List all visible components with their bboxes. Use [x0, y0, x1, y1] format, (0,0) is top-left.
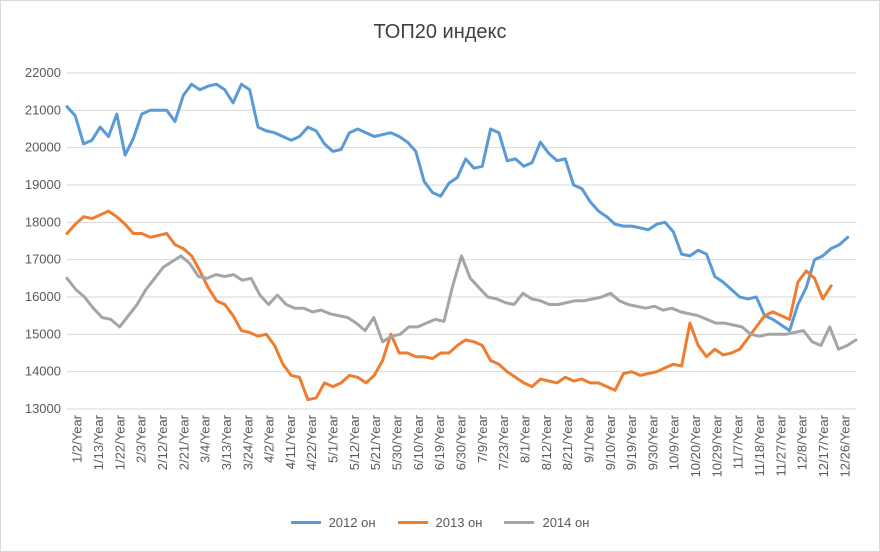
x-tick-label: 6/19/Year [432, 414, 447, 470]
x-tick-label: 3/13/Year [219, 414, 234, 470]
legend-item-2014: 2014 он [504, 515, 589, 530]
x-tick-label: 9/30/Year [645, 414, 660, 470]
x-tick-label: 12/17/Year [816, 414, 831, 477]
x-tick-label: 3/24/Year [240, 414, 255, 470]
x-tick-label: 3/4/Year [198, 414, 213, 463]
legend-swatch-2013 [397, 521, 428, 524]
x-tick-label: 4/22/Year [304, 414, 319, 470]
legend-swatch-2014 [504, 521, 535, 524]
x-tick-label: 5/1/Year [326, 414, 341, 463]
x-tick-label: 10/29/Year [709, 414, 724, 477]
x-tick-label: 8/12/Year [539, 414, 554, 470]
y-tick-label: 14000 [25, 364, 61, 379]
legend-item-2013: 2013 он [397, 515, 483, 530]
legend-label-2013: 2013 он [435, 515, 483, 530]
y-tick-label: 16000 [25, 289, 61, 304]
x-tick-label: 8/1/Year [517, 414, 532, 463]
legend-swatch-2012 [290, 521, 321, 524]
x-tick-label: 10/9/Year [667, 414, 682, 470]
x-tick-label: 4/2/Year [262, 414, 277, 463]
y-tick-label: 18000 [25, 214, 61, 229]
x-tick-label: 5/30/Year [390, 414, 405, 470]
x-tick-label: 6/30/Year [454, 414, 469, 470]
x-tick-label: 11/18/Year [752, 414, 767, 476]
x-tick-label: 12/26/Year [837, 414, 852, 477]
x-tick-label: 2/21/Year [176, 414, 191, 470]
x-tick-label: 1/13/Year [91, 414, 106, 470]
legend: 2012 он 2013 он 2014 он [1, 515, 879, 530]
y-tick-label: 17000 [25, 252, 61, 267]
series-line-2 [65, 254, 858, 351]
x-tick-label: 6/10/Year [411, 414, 426, 470]
x-tick-label: 9/10/Year [603, 414, 618, 470]
x-tick-label: 12/8/Year [795, 414, 810, 470]
chart-title: ТОП20 индекс [373, 21, 507, 43]
x-tick-label: 1/2/Year [70, 414, 85, 463]
y-tick-label: 19000 [25, 177, 61, 192]
legend-label-2012: 2012 он [328, 515, 376, 530]
legend-item-2012: 2012 он [290, 515, 376, 530]
y-tick-label: 15000 [25, 326, 61, 341]
legend-label-2014: 2014 он [542, 515, 590, 530]
x-tick-label: 7/23/Year [496, 414, 511, 470]
x-tick-label: 10/20/Year [688, 414, 703, 477]
x-tick-label: 5/12/Year [347, 414, 362, 470]
y-tick-label: 21000 [25, 102, 61, 117]
x-tick-label: 8/21/Year [560, 414, 575, 470]
x-tick-label: 2/12/Year [155, 414, 170, 470]
x-tick-label: 2/3/Year [134, 414, 149, 463]
x-tick-label: 9/19/Year [624, 414, 639, 470]
x-tick-label: 4/11/Year [283, 414, 298, 469]
x-tick-label: 11/7/Year [731, 414, 746, 469]
y-tick-label: 22000 [25, 65, 61, 80]
y-tick-label: 20000 [25, 140, 61, 155]
series-line-1 [65, 209, 833, 402]
series-line-0 [65, 82, 850, 333]
x-tick-label: 9/1/Year [581, 414, 596, 463]
x-tick-label: 11/27/Year [773, 414, 788, 476]
x-tick-label: 5/21/Year [368, 414, 383, 470]
y-tick-label: 13000 [25, 401, 61, 416]
x-tick-label: 1/22/Year [112, 414, 127, 470]
x-tick-label: 7/9/Year [475, 414, 490, 463]
